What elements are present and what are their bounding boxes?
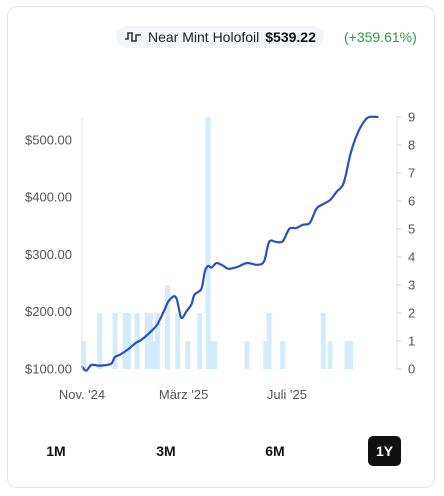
volume-bar xyxy=(327,341,333,369)
y-right-tick-label: 6 xyxy=(408,194,415,209)
volume-bars xyxy=(81,117,353,369)
volume-bar xyxy=(280,341,286,369)
x-axis: Nov. '24 März '25 Juli '25 xyxy=(59,387,307,402)
volume-bar xyxy=(266,313,272,369)
volume-bar xyxy=(126,313,132,369)
time-range-selector: 1M 3M 6M 1Y xyxy=(0,436,444,470)
legend-item[interactable]: Near Mint Holofoil $539.22 xyxy=(116,26,324,48)
volume-bar xyxy=(320,313,326,369)
line-series-icon xyxy=(125,32,141,42)
volume-bar xyxy=(97,313,103,369)
range-button-3m[interactable]: 3M xyxy=(156,443,176,459)
y-right-tick-label: 8 xyxy=(408,138,415,153)
legend-price: $539.22 xyxy=(265,29,316,45)
volume-bar xyxy=(185,341,191,369)
volume-bar xyxy=(81,341,87,369)
x-tick-label: März '25 xyxy=(159,387,208,402)
legend-change: (+359.61%) xyxy=(344,29,417,45)
y-left-tick-label: $500.00 xyxy=(25,132,72,147)
range-button-1m[interactable]: 1M xyxy=(46,443,66,459)
y-left-tick-label: $300.00 xyxy=(25,247,72,262)
y-right-tick-label: 1 xyxy=(408,334,415,349)
price-chart: $100.00 $200.00 $300.00 $400.00 $500.00 0 1 2 3… xyxy=(25,110,415,403)
y-axis-right: 0 1 2 3 4 5 6 7 8 9 xyxy=(396,110,415,377)
volume-bar xyxy=(154,313,160,369)
volume-bar xyxy=(165,285,170,369)
volume-bar xyxy=(148,313,154,369)
y-right-tick-label: 4 xyxy=(408,250,415,265)
price-line-layer xyxy=(80,115,379,372)
y-right-tick-label: 9 xyxy=(408,110,415,125)
volume-bar xyxy=(151,341,157,369)
price-line xyxy=(80,115,379,372)
volume-bar xyxy=(197,313,203,369)
volume-bar xyxy=(244,341,250,369)
volume-bar xyxy=(122,313,128,369)
x-tick-label: Juli '25 xyxy=(267,387,307,402)
y-left-tick-label: $100.00 xyxy=(25,362,72,377)
volume-bar xyxy=(212,341,218,369)
y-right-tick-label: 7 xyxy=(408,166,415,181)
volume-bar xyxy=(175,313,181,369)
volume-bar xyxy=(344,341,350,369)
volume-bar xyxy=(112,313,118,369)
y-left-tick-label: $200.00 xyxy=(25,304,72,319)
x-tick-label: Nov. '24 xyxy=(59,387,105,402)
volume-bar xyxy=(263,341,269,369)
range-button-1y[interactable]: 1Y xyxy=(368,436,401,466)
y-right-tick-label: 2 xyxy=(408,306,415,321)
y-left-tick-label: $400.00 xyxy=(25,190,72,205)
y-right-tick-label: 0 xyxy=(408,362,415,377)
chart-card xyxy=(7,6,435,488)
volume-bar xyxy=(144,313,150,369)
y-right-tick-label: 3 xyxy=(408,278,415,293)
y-right-tick-label: 5 xyxy=(408,222,415,237)
range-button-6m[interactable]: 6M xyxy=(265,443,285,459)
volume-bar xyxy=(209,341,215,369)
legend-series-name: Near Mint Holofoil xyxy=(148,29,260,45)
volume-bar xyxy=(347,341,353,369)
volume-bar xyxy=(205,117,211,369)
y-axis-left: $100.00 $200.00 $300.00 $400.00 $500.00 xyxy=(25,117,83,377)
